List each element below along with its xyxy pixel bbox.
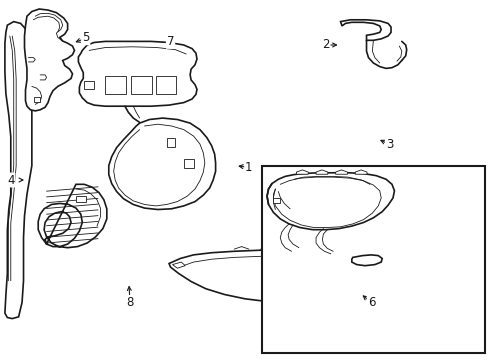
Polygon shape	[34, 97, 40, 102]
Polygon shape	[267, 173, 394, 230]
Polygon shape	[38, 184, 107, 248]
Polygon shape	[184, 159, 194, 168]
Polygon shape	[156, 76, 176, 94]
Polygon shape	[336, 170, 347, 174]
Text: 3: 3	[386, 138, 393, 150]
Polygon shape	[341, 20, 391, 40]
Polygon shape	[355, 170, 367, 174]
Polygon shape	[172, 262, 185, 268]
Text: 5: 5	[82, 31, 90, 44]
Polygon shape	[78, 41, 197, 106]
Polygon shape	[352, 255, 382, 266]
Polygon shape	[316, 170, 328, 174]
Polygon shape	[169, 249, 426, 303]
Text: 6: 6	[368, 296, 375, 309]
Polygon shape	[167, 138, 175, 147]
Polygon shape	[105, 76, 126, 94]
Polygon shape	[5, 22, 32, 319]
Polygon shape	[131, 76, 152, 94]
Text: 8: 8	[126, 296, 134, 309]
Polygon shape	[24, 9, 74, 111]
Polygon shape	[273, 198, 280, 203]
Text: 1: 1	[245, 161, 253, 174]
Polygon shape	[76, 196, 86, 202]
Polygon shape	[296, 170, 308, 174]
Text: 4: 4	[7, 174, 15, 186]
Text: 2: 2	[322, 39, 330, 51]
Polygon shape	[84, 81, 94, 89]
Polygon shape	[109, 118, 216, 210]
Bar	[262, 166, 485, 353]
Polygon shape	[363, 266, 376, 271]
Text: 7: 7	[167, 35, 174, 48]
